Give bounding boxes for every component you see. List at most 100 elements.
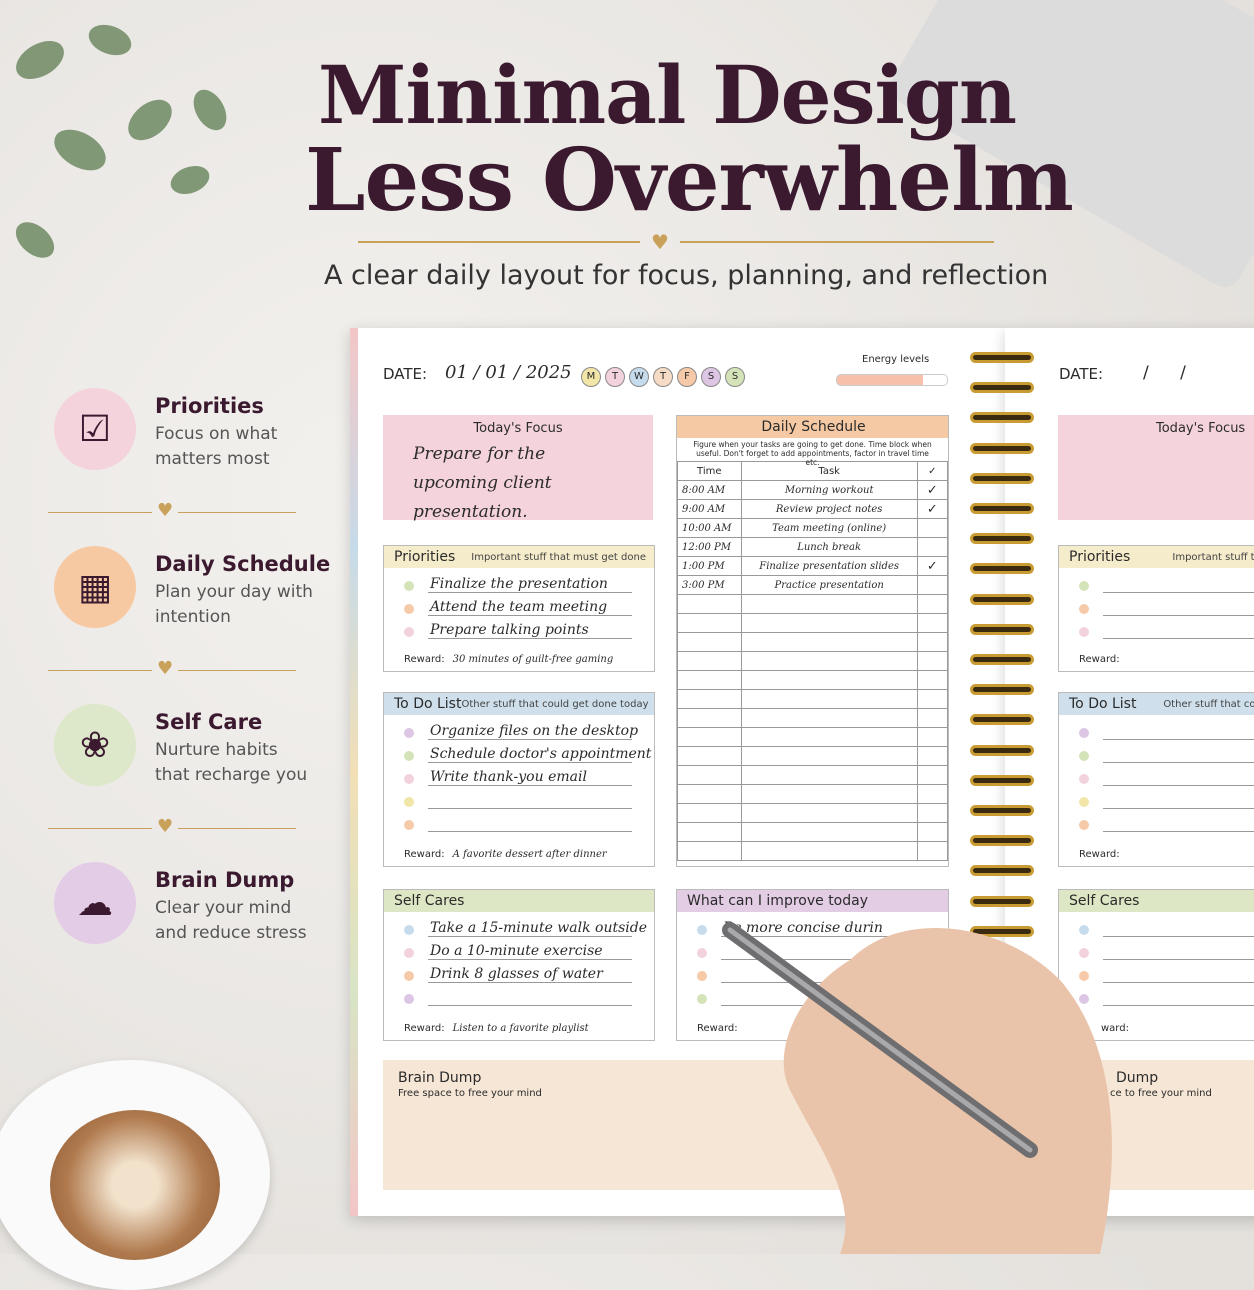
focus-box: Today's Focus Prepare for the upcoming c…: [383, 415, 653, 522]
focus-text: Prepare for the upcoming client presenta…: [413, 444, 552, 522]
schedule-row: 1:00 PM Finalize presentation slides ✓: [677, 556, 948, 576]
bullet: [1079, 925, 1089, 935]
box-note: ce to free your mind: [1110, 1088, 1212, 1099]
reward: Reward: 30 minutes of guilt-free gaming: [404, 654, 613, 665]
bullet: [1079, 971, 1089, 981]
check-cell: [916, 632, 948, 652]
priorities-box: Priorities Important stuff that Reward:: [1058, 545, 1254, 672]
check-cell: [916, 746, 948, 766]
feature-description: Clear your mind and reduce stress: [155, 898, 307, 943]
time-cell: [677, 822, 742, 842]
check-cell: [916, 708, 948, 728]
reward: Reward: Listen to a favorite playlist: [404, 1023, 589, 1034]
reward-label: Reward:: [404, 1023, 445, 1034]
box-title: Self Cares: [1069, 893, 1140, 909]
date: 01 / 01 / 2025: [445, 362, 572, 383]
feature-text: Priorities Focus on what matters most: [155, 394, 315, 472]
weekday: T: [653, 366, 673, 387]
list-item: [1079, 719, 1254, 742]
bullet: [404, 581, 414, 591]
box-header: To Do List Other stuff that could get don…: [384, 693, 654, 715]
item-text: Drink 8 glasses of water: [430, 966, 603, 982]
date-label: DATE:: [1059, 365, 1104, 383]
heart: ♥: [651, 230, 669, 254]
spiral-ring: [970, 805, 1034, 816]
write-line: [1103, 615, 1254, 616]
item-text: Be more concise durin: [723, 920, 883, 936]
divider: [48, 512, 152, 513]
box-header: Priorities Important stuff that must get …: [384, 546, 654, 568]
feature-title: Self Care: [155, 710, 263, 734]
bullet: [1079, 604, 1089, 614]
check-cell: ✓: [916, 480, 948, 500]
time-cell: 9:00 AM: [677, 499, 742, 519]
list-item: Be more concise durin: [697, 916, 948, 939]
bullet: [404, 925, 414, 935]
list-item: [1079, 572, 1254, 595]
list-item: [1079, 916, 1254, 939]
feature-icon: ☁: [54, 862, 136, 944]
schedule-row: [677, 727, 948, 747]
list-item: [404, 788, 654, 811]
write-line: [1103, 959, 1254, 960]
focus-title: Today's Focus: [1156, 421, 1246, 436]
weekday: T: [605, 366, 625, 387]
time-cell: [677, 651, 742, 671]
task-cell: [740, 803, 918, 823]
feature-description: Nurture habits that recharge you: [155, 740, 308, 785]
todo-box: To Do List Other stuff that could Reward:: [1058, 692, 1254, 867]
feature-text: Brain Dump Clear your mind and reduce str…: [155, 868, 315, 946]
task-cell: [740, 708, 918, 728]
item-text: Attend the team meeting: [430, 599, 608, 615]
product-image: Minimal Design Less Overwhelm ♥ A clear …: [0, 0, 1254, 1260]
task-cell: [740, 822, 918, 842]
write-line: [428, 785, 632, 786]
item-text: Take a 15-minute walk outside: [430, 920, 648, 936]
check-cell: [916, 841, 948, 861]
list-item: [1079, 765, 1254, 788]
box-note: Other stuff that could get done today: [461, 698, 649, 710]
weekday: S: [725, 366, 745, 387]
reward-text: 30 minutes of guilt-free gaming: [452, 654, 614, 665]
divider: [178, 828, 296, 829]
task-cell: [740, 651, 918, 671]
reward: Reward: A favorite dessert after dinner: [404, 849, 607, 860]
bullet: [1079, 994, 1089, 1004]
schedule-row: [677, 613, 948, 633]
box-title: Priorities: [394, 549, 456, 565]
box-note: Important stuff that must get done: [471, 551, 646, 563]
list-item: Finalize the presentation: [404, 572, 654, 595]
list-item: [1079, 962, 1254, 985]
task-cell: Finalize presentation slides: [740, 556, 918, 576]
check-cell: [916, 727, 948, 747]
task-cell: [740, 613, 918, 633]
write-line: [1103, 1005, 1254, 1006]
schedule-row: 3:00 PM Practice presentation: [677, 575, 948, 595]
list-item: [1079, 595, 1254, 618]
focus-box: Today's Focus: [1058, 415, 1254, 520]
spiral-ring: [970, 412, 1034, 424]
feature-title: Priorities: [155, 394, 264, 418]
time-cell: [677, 727, 742, 747]
check-cell: [916, 822, 948, 842]
divider: [178, 512, 296, 513]
spiral-ring: [970, 472, 1034, 484]
task-cell: Practice presentation: [740, 575, 918, 595]
write-line: [428, 959, 632, 960]
reward-text: Listen to a favorite playlist: [452, 1023, 589, 1034]
list-item: [1079, 788, 1254, 811]
title-line: Less Overwhelm: [305, 130, 1074, 231]
item-text: Finalize the presentation: [430, 576, 608, 592]
time-cell: 10:00 AM: [677, 518, 742, 538]
check-cell: [916, 670, 948, 690]
time-cell: 8:00 AM: [677, 480, 742, 500]
list-item: Prepare talking points: [404, 618, 654, 641]
reward: Reward:: [697, 1023, 738, 1034]
write-line: [721, 959, 926, 960]
item-text: Organize files on the desktop: [430, 723, 639, 739]
date: / /: [1143, 363, 1186, 383]
bullet: [1079, 797, 1089, 807]
spiral-ring: [970, 563, 1034, 575]
weekday: F: [677, 366, 697, 387]
list-item: Drink 8 glasses of water: [404, 962, 654, 985]
